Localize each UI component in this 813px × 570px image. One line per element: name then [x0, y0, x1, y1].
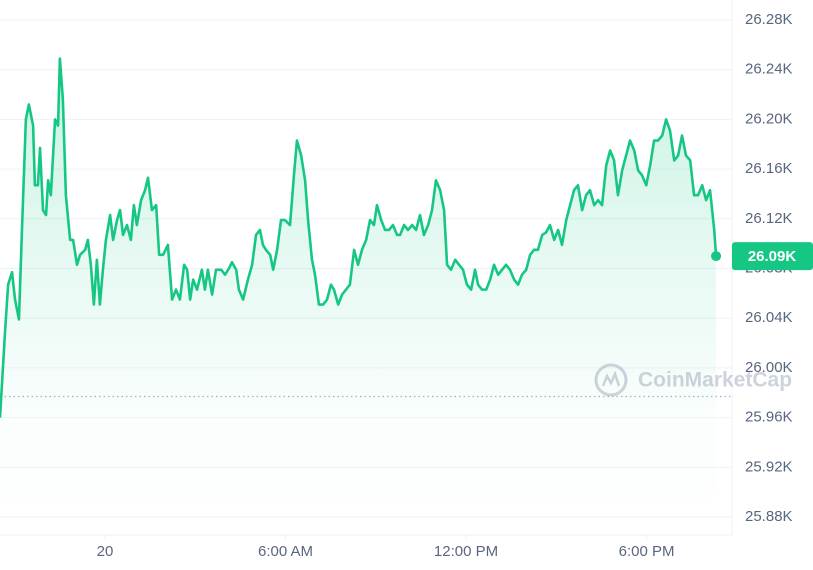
area — [0, 58, 717, 536]
x-tick-label: 20 — [97, 543, 114, 560]
watermark: CoinMarketCap — [594, 363, 792, 397]
price-line — [0, 57, 718, 418]
last-point — [711, 251, 722, 262]
y-tick-label: 26.04K — [745, 309, 793, 326]
watermark-text: CoinMarketCap — [638, 369, 792, 392]
watermark-logo — [594, 363, 628, 397]
last-price-label: 26.09K — [748, 248, 797, 265]
y-tick-label: 26.24K — [745, 61, 793, 78]
x-tick-label: 6:00 PM — [619, 543, 675, 560]
y-tick-label: 26.00K — [745, 359, 793, 376]
y-tick-label: 26.20K — [745, 110, 793, 127]
plot — [0, 57, 732, 536]
y-tick-label: 25.92K — [745, 458, 793, 475]
y-tick-label: 26.28K — [745, 11, 793, 28]
x-tick-label: 12:00 PM — [434, 543, 498, 560]
y-tick-label: 26.16K — [745, 160, 793, 177]
y-tick-label: 25.96K — [745, 409, 793, 426]
watermark-logo-mark — [601, 370, 621, 387]
last-price-box — [732, 242, 813, 271]
axes: 25.88K25.92K25.96K26.00K26.04K26.08K26.1… — [97, 11, 813, 560]
x-tick-label: 6:00 AM — [258, 543, 313, 560]
y-tick-label: 25.88K — [745, 508, 793, 525]
y-tick-label: 26.12K — [745, 210, 793, 227]
